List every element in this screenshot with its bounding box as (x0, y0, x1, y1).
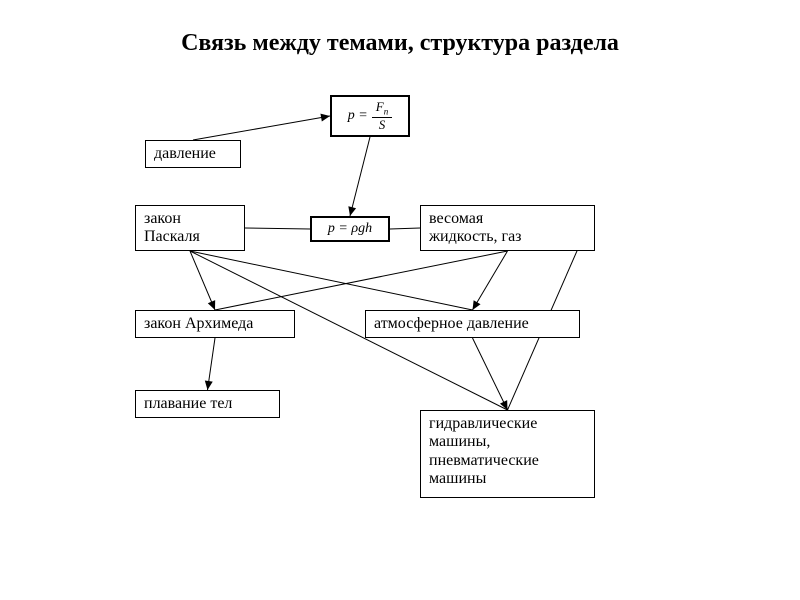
node-pascal: законПаскаля (135, 205, 245, 251)
formula-lhs: p = (348, 108, 368, 124)
formula-inline-text: p = ρgh (328, 221, 372, 237)
node-text-line: Паскаля (144, 228, 236, 246)
edge-arrowhead (473, 300, 481, 310)
node-text-line: машины (429, 470, 586, 488)
edge-line (208, 338, 216, 390)
edge-line (193, 116, 330, 140)
edge-arrowhead (500, 400, 508, 410)
edge-line (190, 251, 215, 310)
node-floating: плавание тел (135, 390, 280, 418)
node-text-line: машины, (429, 433, 586, 451)
node-text-line: гидравлические (429, 415, 586, 433)
node-formula_mid: p = ρgh (310, 216, 390, 242)
node-heavy_fluid: весомаяжидкость, газ (420, 205, 595, 251)
edge-arrowhead (205, 381, 213, 390)
edges-layer (0, 0, 800, 600)
node-text-line: жидкость, газ (429, 228, 586, 246)
edge-arrowhead (320, 114, 330, 122)
node-text-line: давление (154, 145, 232, 163)
edge-arrowhead (208, 300, 215, 310)
edge-line (245, 228, 310, 229)
edge-arrowhead (348, 206, 356, 216)
node-text-line: весомая (429, 210, 586, 228)
node-hydraulic: гидравлическиемашины,пневматическиемашин… (420, 410, 595, 498)
node-atm_pressure: атмосферное давление (365, 310, 580, 338)
formula-denominator: S (375, 118, 390, 132)
node-text-line: закон Архимеда (144, 315, 286, 333)
node-text-line: атмосферное давление (374, 315, 571, 333)
edge-line (190, 251, 473, 310)
node-text-line: закон (144, 210, 236, 228)
edge-line (390, 228, 420, 229)
formula-numerator: Fn (372, 100, 392, 118)
edge-line (350, 137, 370, 216)
edge-line (473, 251, 508, 310)
diagram-stage: Связь между темами, структура раздела p … (0, 0, 800, 600)
node-text-line: пневматические (429, 452, 586, 470)
node-formula_top: p =FnS (330, 95, 410, 137)
node-archimedes: закон Архимеда (135, 310, 295, 338)
formula-fraction: FnS (372, 100, 392, 133)
node-text-line: плавание тел (144, 395, 271, 413)
page-title: Связь между темами, структура раздела (0, 30, 800, 57)
edge-line (215, 251, 508, 310)
node-pressure: давление (145, 140, 241, 168)
edge-line (473, 338, 508, 410)
